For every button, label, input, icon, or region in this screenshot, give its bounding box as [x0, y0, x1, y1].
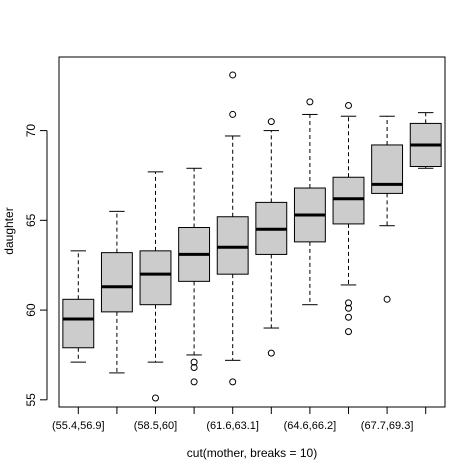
- outlier-point: [345, 101, 352, 109]
- box-group: [293, 98, 326, 306]
- outlier-point: [190, 364, 198, 372]
- box-group: [371, 115, 404, 303]
- box-group: [255, 118, 288, 357]
- x-tick-label: (61.6,63.1]: [206, 420, 259, 432]
- outlier-point: [190, 378, 198, 386]
- outlier-point: [190, 358, 198, 366]
- outlier-point: [345, 328, 352, 336]
- x-tick-label: (58.5,60]: [134, 420, 177, 432]
- y-tick-label: 65: [24, 213, 38, 227]
- outlier-point: [267, 349, 275, 357]
- outlier-point: [229, 71, 237, 79]
- outlier-point: [345, 313, 352, 321]
- box: [100, 252, 133, 313]
- outlier-point: [345, 304, 352, 312]
- x-axis: (55.4,56.9] (58.5,60] (61.6,63.1] (64.6,66.…: [52, 406, 427, 432]
- box-group: [216, 71, 249, 386]
- box: [332, 176, 365, 225]
- x-tick-label: (64.6,66.2]: [284, 420, 337, 432]
- box: [62, 298, 95, 349]
- box: [216, 216, 249, 275]
- boxes-layer: [62, 71, 442, 402]
- outlier-point: [152, 394, 159, 402]
- outlier-point: [229, 378, 237, 386]
- x-axis-label: cut(mother, breaks = 10): [187, 446, 317, 460]
- x-tick-label: (55.4,56.9]: [52, 420, 105, 432]
- box: [371, 144, 404, 194]
- y-tick-label: 60: [24, 303, 38, 317]
- y-tick-label: 70: [24, 124, 38, 138]
- box-group: [178, 167, 211, 386]
- outlier-point: [267, 118, 275, 126]
- box-group: [62, 250, 95, 363]
- outlier-point: [306, 98, 314, 106]
- box-group: [409, 112, 442, 169]
- box-group: [139, 171, 172, 402]
- box-group: [332, 101, 365, 336]
- y-tick-label: 55: [24, 393, 38, 407]
- outlier-point: [229, 110, 237, 118]
- outlier-point: [383, 295, 391, 303]
- box-group: [100, 210, 133, 374]
- outlier-point: [345, 299, 352, 307]
- y-axis: 55 60 65 70: [24, 124, 48, 407]
- box: [139, 250, 172, 306]
- y-axis-label: daughter: [2, 207, 16, 254]
- x-tick-label: (67.7,69.3]: [361, 420, 414, 432]
